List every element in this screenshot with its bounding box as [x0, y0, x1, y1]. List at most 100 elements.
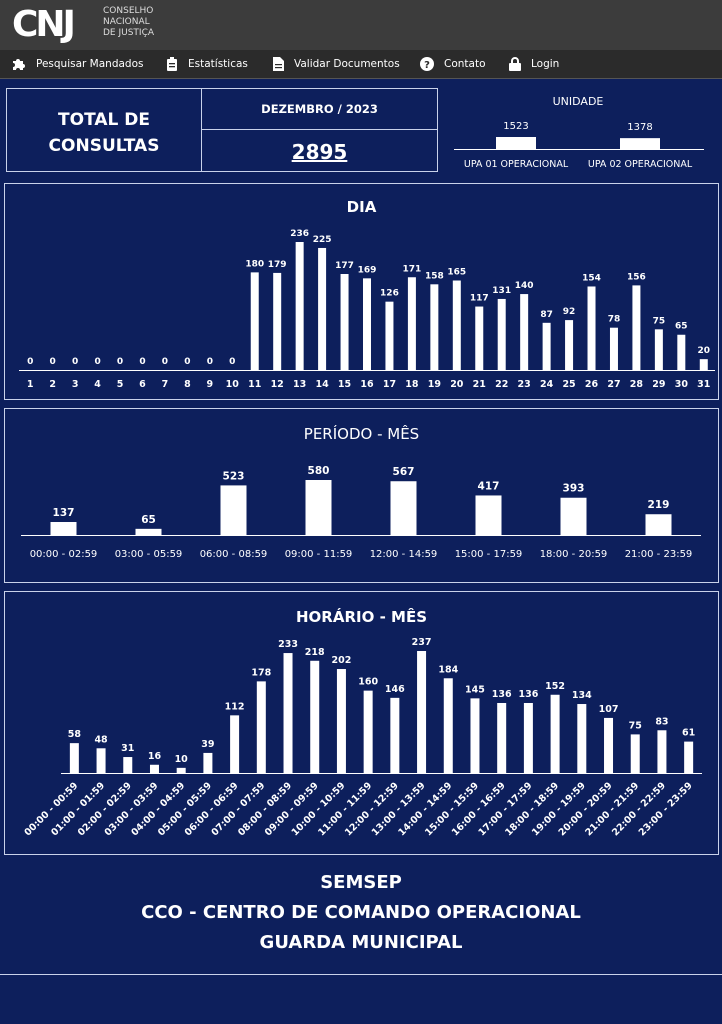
bar	[565, 320, 574, 370]
data-label: 131	[492, 286, 511, 296]
data-label: 171	[403, 264, 422, 274]
clipboard-icon	[167, 57, 177, 71]
category-label: 06:00 - 08:59	[200, 549, 268, 560]
data-label: 202	[332, 655, 352, 666]
bar	[390, 481, 417, 535]
periodo-chart: 137 00:00 - 02:59 65 03:00 - 05:59 523 06:00 …	[21, 465, 701, 560]
main-nav: Pesquisar Mandados Estatísticas Validar …	[0, 50, 722, 79]
bar	[149, 764, 159, 773]
nav-validar-documentos[interactable]: Validar Documentos	[273, 50, 400, 78]
data-label: 417	[478, 480, 500, 492]
category-label: 2	[49, 379, 56, 390]
logo-line-1: CONSELHO	[103, 6, 154, 16]
bar	[69, 743, 79, 773]
top-bar: CNJ CONSELHO NACIONAL DE JUSTIÇA	[0, 0, 722, 50]
nav-pesquisar-mandados[interactable]: Pesquisar Mandados	[12, 50, 144, 78]
footer-line2: CCO - CENTRO DE COMANDO OPERACIONAL	[141, 902, 581, 923]
data-label: 165	[447, 268, 466, 278]
data-label: 0	[94, 357, 100, 367]
category-label: 27	[607, 379, 620, 390]
category-label: 4	[94, 379, 101, 390]
data-label: 169	[358, 265, 377, 275]
data-label: 87	[540, 310, 553, 320]
data-label: 112	[225, 701, 245, 712]
category-label: 31	[697, 379, 710, 390]
data-label: 107	[599, 704, 619, 715]
nav-contato[interactable]: ? Contato	[420, 50, 486, 78]
puzzle-icon	[13, 59, 25, 70]
bar	[256, 681, 266, 773]
data-label: 65	[141, 514, 156, 526]
category-label: 03:00 - 05:59	[115, 549, 183, 560]
data-label: 225	[313, 235, 332, 245]
bar	[443, 678, 453, 773]
bar	[220, 485, 247, 535]
bar	[496, 137, 536, 149]
data-label: 20	[698, 346, 711, 356]
category-label: 11	[248, 379, 261, 390]
bar	[684, 741, 694, 773]
bar	[363, 690, 373, 773]
total-label-box: TOTAL DE CONSULTAS	[6, 88, 202, 172]
bar	[630, 734, 640, 773]
bar	[230, 715, 240, 773]
svg-text:?: ?	[424, 60, 430, 71]
bar	[475, 495, 502, 535]
data-label: 75	[629, 720, 642, 731]
data-label: 0	[117, 357, 123, 367]
category-label: 09:00 - 11:59	[285, 549, 353, 560]
data-label: 178	[251, 667, 271, 678]
category-label: 15	[338, 379, 351, 390]
data-label: 145	[465, 684, 485, 695]
unidade-chart: UNIDADE 1523 UPA 01 OPERACIONAL 1378 UPA 02 …	[454, 95, 704, 170]
category-label: 9	[207, 379, 214, 390]
nav-label: Pesquisar Mandados	[36, 58, 144, 70]
category-label: 18:00 - 20:59	[540, 549, 608, 560]
total-value: 2895	[291, 140, 348, 164]
bar	[677, 334, 686, 370]
cnj-logo[interactable]: CNJ	[12, 4, 76, 45]
data-label: 237	[412, 637, 432, 648]
data-label: 0	[50, 357, 56, 367]
bar	[452, 280, 461, 370]
data-label: 177	[335, 261, 354, 271]
data-label: 160	[358, 677, 378, 688]
category-label: 00:00 - 02:59	[30, 549, 98, 560]
data-label: 10	[175, 754, 189, 765]
category-label: 29	[652, 379, 665, 390]
category-label: 5	[117, 379, 124, 390]
category-label: 26	[585, 379, 599, 390]
data-label: 31	[121, 743, 134, 754]
lock-icon	[509, 57, 521, 71]
category-label: 17	[383, 379, 396, 390]
data-label: 16	[148, 751, 162, 762]
total-period: DEZEMBRO / 2023	[261, 102, 378, 116]
category-label: 21:00 - 23:59	[625, 549, 693, 560]
logo-line-2: NACIONAL	[103, 17, 150, 27]
bar	[295, 242, 304, 370]
nav-login[interactable]: Login	[509, 50, 559, 78]
category-label: 19	[428, 379, 441, 390]
data-label: 180	[245, 259, 264, 269]
category-label: 15:00 - 17:59	[455, 549, 523, 560]
data-label: 92	[563, 307, 576, 317]
category-label: 14	[315, 379, 329, 390]
category-label: 6	[139, 379, 146, 390]
bar	[657, 730, 667, 773]
bar	[305, 480, 332, 535]
data-label: 184	[438, 664, 458, 675]
nav-estatisticas[interactable]: Estatísticas	[166, 50, 248, 78]
category-label: 16	[360, 379, 374, 390]
data-label: 134	[572, 690, 592, 701]
data-label: 0	[184, 357, 190, 367]
bar	[340, 274, 349, 370]
data-label: 58	[68, 729, 82, 740]
bar	[523, 702, 533, 773]
data-label: 393	[563, 483, 585, 495]
bar	[336, 669, 346, 773]
bar	[475, 306, 484, 370]
category-label: 18	[405, 379, 419, 390]
logo-subtitle: CONSELHO NACIONAL DE JUSTIÇA	[103, 6, 183, 39]
unidade-title: UNIDADE	[553, 95, 604, 108]
data-label: 146	[385, 684, 405, 695]
